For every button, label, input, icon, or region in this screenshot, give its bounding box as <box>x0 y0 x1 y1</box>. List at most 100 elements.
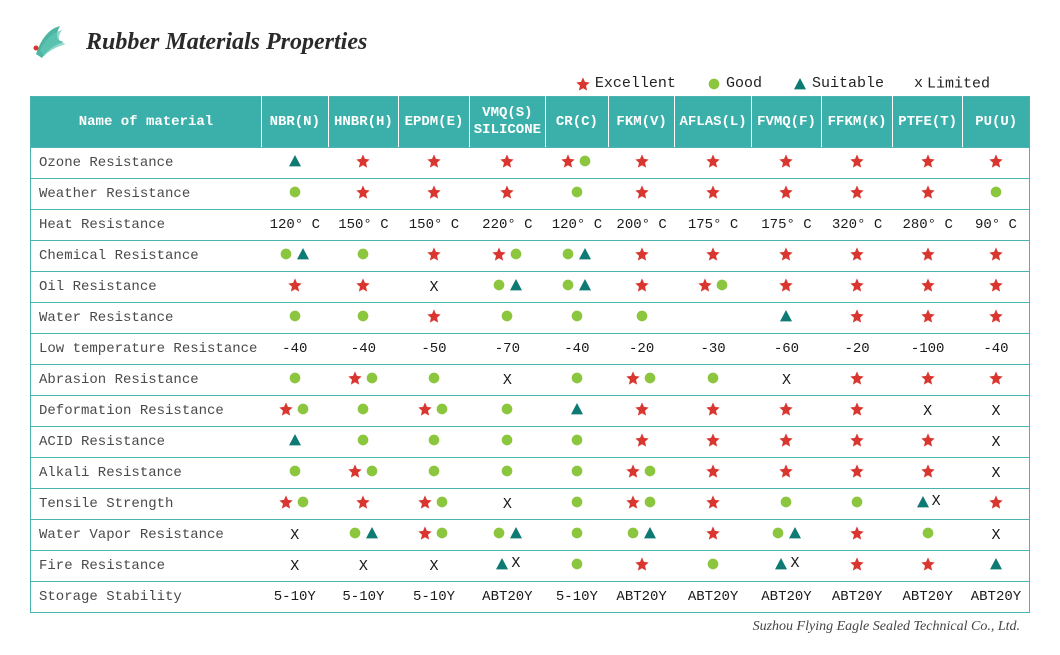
table-cell <box>328 179 399 210</box>
table-cell <box>751 303 822 334</box>
table-cell: X <box>963 520 1030 551</box>
table-cell <box>399 303 470 334</box>
table-cell: X <box>469 489 545 520</box>
table-cell: -30 <box>675 334 751 365</box>
table-cell <box>675 272 751 303</box>
table-cell: X <box>751 365 822 396</box>
table-cell: 175° C <box>751 210 822 241</box>
table-cell <box>261 427 328 458</box>
table-cell <box>261 303 328 334</box>
table-cell <box>328 365 399 396</box>
table-cell <box>328 148 399 179</box>
page-header: Rubber Materials Properties <box>30 20 1030 65</box>
footer-text: Suzhou Flying Eagle Sealed Technical Co.… <box>30 619 1030 635</box>
table-cell <box>546 551 609 582</box>
row-label: Low temperature Resistance <box>31 334 262 365</box>
table-row: Alkali ResistanceX <box>31 458 1030 489</box>
table-cell <box>822 489 893 520</box>
table-cell: 120° C <box>261 210 328 241</box>
table-cell: X <box>261 520 328 551</box>
table-cell: 120° C <box>546 210 609 241</box>
table-cell <box>675 241 751 272</box>
table-cell <box>822 396 893 427</box>
table-cell <box>261 179 328 210</box>
row-label: Ozone Resistance <box>31 148 262 179</box>
legend-item: Suitable <box>792 75 884 92</box>
table-cell: -70 <box>469 334 545 365</box>
column-header: NBR(N) <box>261 97 328 148</box>
logo-icon <box>30 20 74 65</box>
table-cell <box>751 489 822 520</box>
page-title: Rubber Materials Properties <box>86 29 367 56</box>
legend-item: xLimited <box>914 75 990 92</box>
row-label: Weather Resistance <box>31 179 262 210</box>
properties-table: Name of materialNBR(N)HNBR(H)EPDM(E)VMQ(… <box>30 96 1030 613</box>
column-header: EPDM(E) <box>399 97 470 148</box>
table-cell <box>546 241 609 272</box>
table-cell <box>963 148 1030 179</box>
table-cell: 175° C <box>675 210 751 241</box>
table-row: Tensile StrengthXX <box>31 489 1030 520</box>
table-cell <box>608 148 675 179</box>
column-header: FFKM(K) <box>822 97 893 148</box>
table-cell <box>546 427 609 458</box>
table-cell: -60 <box>751 334 822 365</box>
legend-label: Limited <box>927 75 990 92</box>
table-row: Water Vapor ResistanceXX <box>31 520 1030 551</box>
column-header: PU(U) <box>963 97 1030 148</box>
table-cell <box>822 551 893 582</box>
table-cell: X <box>963 396 1030 427</box>
table-row: Chemical Resistance <box>31 241 1030 272</box>
table-cell <box>822 179 893 210</box>
table-cell: 320° C <box>822 210 893 241</box>
table-row: ACID ResistanceX <box>31 427 1030 458</box>
table-cell <box>399 427 470 458</box>
table-row: Water Resistance <box>31 303 1030 334</box>
table-row: Storage Stability5-10Y5-10Y5-10YABT20Y5-… <box>31 582 1030 613</box>
table-cell: X <box>399 551 470 582</box>
table-cell <box>399 365 470 396</box>
table-cell <box>399 520 470 551</box>
table-row: Abrasion ResistanceXX <box>31 365 1030 396</box>
table-cell <box>675 489 751 520</box>
table-cell <box>399 241 470 272</box>
table-cell <box>608 365 675 396</box>
table-cell <box>469 520 545 551</box>
table-row: Heat Resistance120° C150° C150° C220° C1… <box>31 210 1030 241</box>
table-cell <box>261 272 328 303</box>
table-cell: 5-10Y <box>261 582 328 613</box>
table-cell <box>751 396 822 427</box>
table-cell <box>675 179 751 210</box>
table-cell: 280° C <box>892 210 963 241</box>
table-cell <box>751 427 822 458</box>
column-header: HNBR(H) <box>328 97 399 148</box>
table-cell <box>963 179 1030 210</box>
table-cell <box>328 427 399 458</box>
table-cell <box>469 179 545 210</box>
table-cell: 200° C <box>608 210 675 241</box>
table-cell <box>399 148 470 179</box>
table-cell <box>892 303 963 334</box>
table-cell <box>675 303 751 334</box>
table-cell <box>822 427 893 458</box>
table-cell: 150° C <box>328 210 399 241</box>
table-cell <box>546 489 609 520</box>
table-cell <box>399 396 470 427</box>
table-cell <box>675 551 751 582</box>
table-cell: -40 <box>261 334 328 365</box>
table-cell <box>328 241 399 272</box>
table-cell: ABT20Y <box>675 582 751 613</box>
table-cell: X <box>399 272 470 303</box>
table-cell <box>546 520 609 551</box>
table-cell <box>608 272 675 303</box>
table-cell <box>328 303 399 334</box>
column-header: PTFE(T) <box>892 97 963 148</box>
table-cell <box>261 396 328 427</box>
row-label: Deformation Resistance <box>31 396 262 427</box>
table-cell: -40 <box>963 334 1030 365</box>
legend: ExcellentGoodSuitablexLimited <box>30 75 1030 92</box>
column-header: VMQ(S) SILICONE <box>469 97 545 148</box>
table-cell <box>328 272 399 303</box>
row-label: Oil Resistance <box>31 272 262 303</box>
row-label: ACID Resistance <box>31 427 262 458</box>
